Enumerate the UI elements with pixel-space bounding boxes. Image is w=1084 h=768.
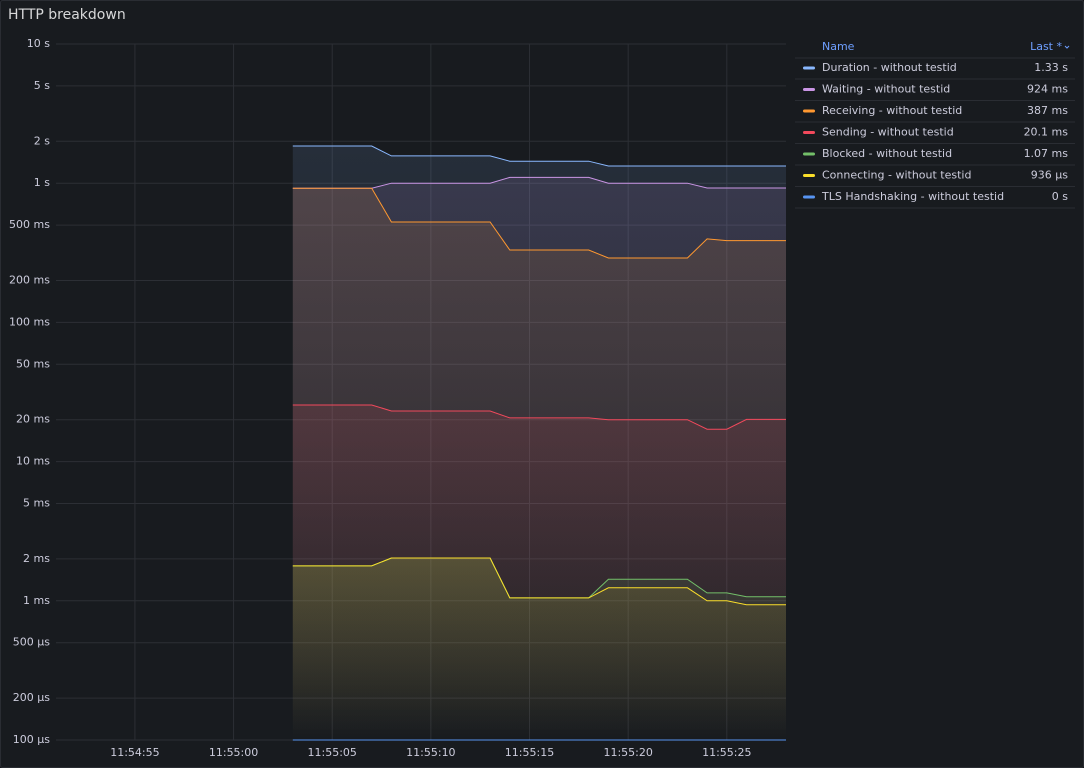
y-tick-label: 500 ms xyxy=(9,218,50,231)
x-tick-label: 11:55:00 xyxy=(209,746,258,759)
y-tick-label: 100 ms xyxy=(9,315,50,328)
y-tick-label: 1 s xyxy=(34,176,50,189)
legend-swatch xyxy=(803,174,815,177)
legend-swatch xyxy=(803,109,815,113)
series-line xyxy=(292,145,786,167)
legend-last: 924 ms xyxy=(1027,83,1068,96)
legend-swatch xyxy=(803,152,815,156)
legend-name: Receiving - without testid xyxy=(822,104,962,117)
legend-name: Waiting - without testid xyxy=(822,83,950,96)
y-tick-label: 1 ms xyxy=(23,594,50,607)
y-tick-label: 2 s xyxy=(34,134,50,147)
series-line xyxy=(292,404,786,430)
y-tick-label: 50 ms xyxy=(16,357,50,370)
legend-swatch xyxy=(803,195,815,199)
y-tick-label: 100 µs xyxy=(13,733,50,746)
legend-last: 936 µs xyxy=(1031,169,1068,182)
series-line xyxy=(292,176,786,189)
legend-last: 1.33 s xyxy=(1034,61,1068,74)
x-tick-label: 11:55:25 xyxy=(702,746,751,759)
y-tick-label: 5 s xyxy=(34,79,50,92)
y-tick-label: 20 ms xyxy=(16,413,50,426)
legend-name: Duration - without testid xyxy=(822,61,957,74)
x-tick-label: 11:54:55 xyxy=(110,746,159,759)
series-area xyxy=(292,558,786,740)
x-tick-label: 11:55:15 xyxy=(505,746,554,759)
legend-last: 20.1 ms xyxy=(1024,126,1069,139)
legend-swatch xyxy=(803,131,815,134)
x-tick-label: 11:55:10 xyxy=(406,746,455,759)
panel-title: HTTP breakdown xyxy=(8,7,126,23)
legend-header-name: Name xyxy=(822,40,855,53)
legend-name: TLS Handshaking - without testid xyxy=(821,190,1004,203)
y-tick-label: 200 ms xyxy=(9,273,50,286)
series-line xyxy=(292,557,786,606)
y-tick-label: 2 ms xyxy=(23,552,50,565)
legend-name: Connecting - without testid xyxy=(822,169,971,182)
legend-swatch xyxy=(803,66,815,70)
y-tick-label: 5 ms xyxy=(23,497,50,510)
legend-header-last: Last * xyxy=(1030,40,1062,53)
legend-swatch xyxy=(803,88,815,91)
x-tick-label: 11:55:20 xyxy=(603,746,652,759)
legend-last: 1.07 ms xyxy=(1024,147,1069,160)
x-tick-label: 11:55:05 xyxy=(308,746,357,759)
y-tick-label: 10 ms xyxy=(16,455,50,468)
legend-last: 387 ms xyxy=(1027,104,1068,117)
legend-name: Blocked - without testid xyxy=(822,147,952,160)
legend-last: 0 s xyxy=(1052,190,1068,203)
y-tick-label: 10 s xyxy=(27,37,50,50)
y-tick-label: 200 µs xyxy=(13,691,50,704)
legend-name: Sending - without testid xyxy=(822,126,954,139)
series-line xyxy=(292,187,786,259)
y-tick-label: 500 µs xyxy=(13,636,50,649)
sort-icon xyxy=(1064,45,1070,49)
